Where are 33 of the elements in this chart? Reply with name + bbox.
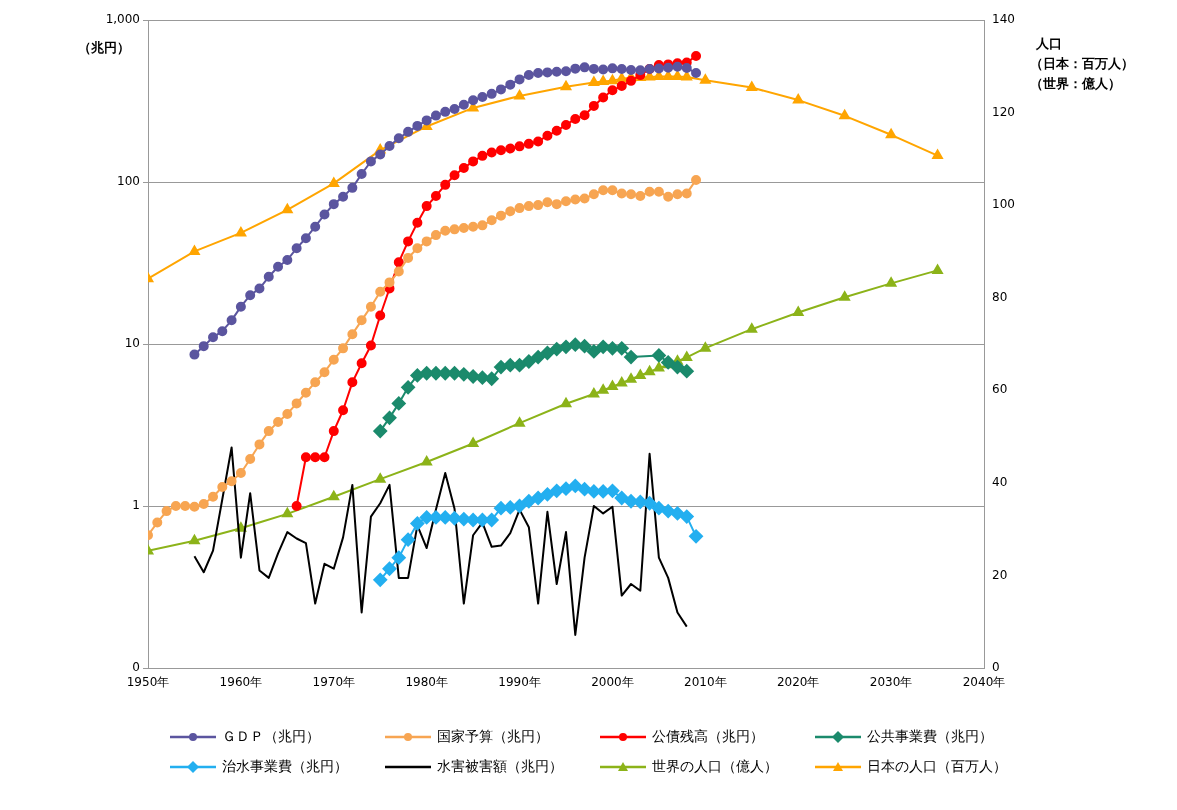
y2-tick-label: 140	[992, 12, 1015, 27]
legend-label: 水害被害額（兆円）	[437, 758, 563, 776]
legend-label: 治水事業費（兆円）	[222, 758, 348, 776]
x-tick-label: 1990年	[498, 675, 541, 690]
x-tick-label: 1960年	[219, 675, 263, 690]
legend-label: 公債残高（兆円）	[652, 728, 764, 746]
y-tick-label: 100	[117, 174, 140, 189]
y2-tick-label: 20	[992, 567, 1008, 582]
x-tick-label: 1950年	[126, 675, 170, 690]
legend-label: ＧＤＰ（兆円）	[222, 728, 320, 746]
y-tick-label: 1,000	[105, 12, 140, 27]
y2-tick-label: 60	[992, 382, 1008, 397]
x-tick-label: 2040年	[962, 675, 1006, 690]
x-tick-label: 2030年	[869, 675, 913, 690]
y-axis-title: （兆円）	[78, 39, 130, 57]
legend-label: 公共事業費（兆円）	[867, 728, 993, 746]
y2-tick-label: 40	[992, 474, 1008, 489]
legend-label: 日本の人口（百万人）	[867, 758, 1007, 776]
y2-tick-label: 80	[992, 289, 1008, 304]
y-tick-label: 0	[132, 660, 140, 675]
x-tick-label: 2020年	[776, 675, 820, 690]
y-tick-label: 10	[124, 336, 140, 351]
x-tick-label: 1970年	[312, 675, 356, 690]
y2-tick-label: 100	[992, 197, 1015, 212]
legend-label: 国家予算（兆円）	[437, 728, 549, 746]
y-tick-label: 1	[132, 498, 140, 513]
x-tick-label: 1980年	[405, 675, 448, 690]
y2-tick-label: 0	[992, 660, 1000, 675]
x-tick-label: 2010年	[684, 675, 727, 690]
y2-axis-title: 人口（日本：百万人）（世界：億人）	[1030, 35, 1134, 93]
y2-tick-label: 120	[992, 104, 1015, 119]
legend-label: 世界の人口（億人）	[652, 758, 778, 776]
x-tick-label: 2000年	[591, 675, 634, 690]
